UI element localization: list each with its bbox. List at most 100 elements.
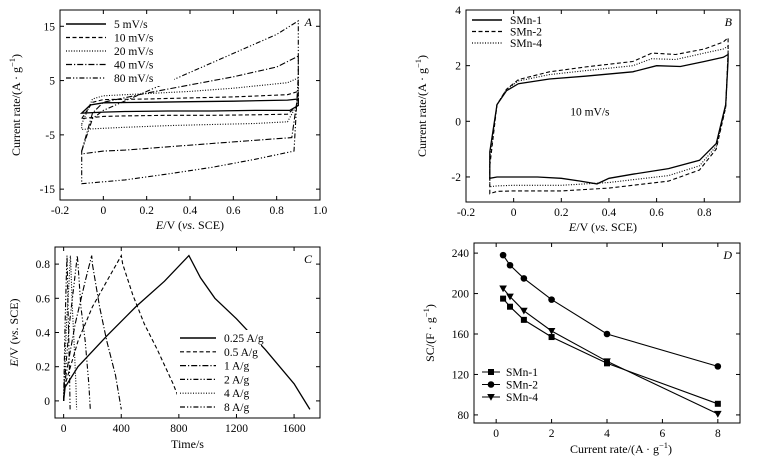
- x-tick-label: 4: [604, 428, 610, 440]
- x-tick-label: 0.6: [649, 207, 664, 219]
- axis-label-part: −1: [413, 59, 423, 68]
- legend-bg: [470, 14, 562, 56]
- series-line: [489, 53, 729, 185]
- axis-label-part: −1: [7, 58, 17, 67]
- y-axis-label: SC/(F · g−1): [421, 304, 437, 362]
- axis-label-part: /V (: [7, 340, 21, 359]
- x-tick-label: 0.4: [183, 205, 198, 217]
- x-axis-label: Current rate/(A · g−1): [570, 440, 672, 456]
- axis-label-part: −1: [659, 440, 668, 450]
- panel-C: 0 400 800 1200 1600 0.8 0.6 0.4 0.2 0 C Time/s E/V (…: [7, 246, 321, 451]
- x-tick-label: 0: [61, 423, 67, 435]
- x-tick-label: 8: [715, 428, 721, 440]
- axis-label-part: ): [9, 54, 23, 58]
- legend-label: 10 mV/s: [114, 33, 154, 45]
- axis-label-part: Current rate/(A · g: [570, 442, 659, 456]
- data-point-triangle: [487, 394, 495, 401]
- legend-label: 5 mV/s: [114, 19, 148, 31]
- legend-label: 80 mV/s: [114, 73, 154, 85]
- axis-label-part: . SCE): [605, 220, 637, 234]
- x-tick-label: 6: [660, 428, 666, 440]
- data-point-triangle: [499, 285, 507, 293]
- legend-bg: [177, 330, 261, 414]
- axis-label-part: ): [668, 442, 672, 456]
- series-line: [81, 19, 299, 185]
- x-tick-label: 0.2: [139, 205, 154, 217]
- legend-label: 0.5 A/g: [224, 347, 258, 359]
- data-point-square: [520, 316, 527, 323]
- axis-label-part: Current rate/(A · g: [9, 67, 23, 156]
- x-tick-label: 1600: [283, 423, 306, 435]
- y-tick-label: 160: [452, 329, 470, 341]
- data-point-triangle: [506, 293, 514, 301]
- legend-label: 1 A/g: [224, 361, 249, 373]
- series-line: [502, 254, 718, 367]
- y-tick-label: 15: [44, 21, 56, 33]
- axis-label-part: vs: [182, 218, 192, 232]
- x-axis-label: E/V (vs. SCE): [155, 218, 224, 232]
- axis-label-part: ): [415, 55, 429, 59]
- y-tick-label: 5: [49, 76, 55, 88]
- x-tick-label: -0.2: [51, 205, 69, 217]
- y-tick-label: 0.2: [36, 362, 51, 374]
- x-tick-label: 0.8: [269, 205, 284, 217]
- axis-label-part: E: [155, 218, 164, 232]
- data-point-square: [500, 295, 507, 302]
- legend-label: SMn-2: [506, 380, 538, 392]
- series-line: [80, 90, 299, 120]
- y-tick-label: 4: [455, 5, 461, 17]
- series-line: [63, 255, 71, 410]
- x-tick-label: 0.6: [226, 205, 241, 217]
- data-point-circle: [520, 275, 528, 282]
- y-tick-label: 2: [455, 61, 461, 73]
- panel-A: -0.2 0 0.2 0.4 0.6 0.8 1.0 15 5 -5 -15 A E/V (vs. SC…: [7, 9, 328, 232]
- y-tick-label: 120: [452, 369, 470, 381]
- y-tick-label: -2: [451, 172, 461, 184]
- axis-label-part: /V (: [576, 220, 595, 234]
- legend-label: SMn-2: [510, 27, 542, 39]
- series-line: [79, 98, 299, 114]
- x-tick-label: 0: [100, 205, 106, 217]
- series-line: [63, 253, 184, 410]
- axis-label-part: E: [7, 359, 21, 368]
- y-tick-label: 80: [458, 410, 470, 422]
- panel-letter: D: [722, 248, 732, 262]
- x-tick-label: 2: [549, 428, 555, 440]
- panel-letter: C: [304, 252, 313, 266]
- panel-B: -0.2 0 0.2 0.4 0.6 0.8 4 2 0 -2 B E/V (vs. SCE) Curr…: [413, 5, 741, 234]
- axis-label-part: /V (: [163, 218, 182, 232]
- data-point-triangle: [547, 327, 556, 335]
- annotation-text: 10 mV/s: [570, 107, 610, 119]
- legend-label: 40 mV/s: [114, 60, 154, 72]
- series-line: [81, 55, 299, 155]
- data-point-triangle: [520, 307, 528, 315]
- legend-label: 2 A/g: [224, 374, 249, 386]
- x-tick-label: 0.4: [602, 207, 617, 219]
- y-tick-label: -15: [40, 184, 56, 196]
- data-point-square: [488, 369, 494, 375]
- y-tick-label: 240: [452, 248, 470, 260]
- series-line: [63, 255, 122, 410]
- axis-label-part: vs: [7, 330, 21, 340]
- x-tick-label: 1.0: [313, 205, 328, 217]
- x-tick-label: -0.2: [457, 207, 475, 219]
- x-tick-label: 0: [493, 428, 499, 440]
- axis-label-part: vs: [595, 220, 605, 234]
- legend-label: SMn-1: [506, 367, 538, 379]
- legend-label: 8 A/g: [224, 402, 249, 414]
- data-point-triangle: [603, 358, 611, 366]
- data-point-square: [714, 400, 721, 407]
- y-tick-label: 200: [452, 289, 470, 301]
- y-tick-label: -5: [45, 130, 55, 142]
- series-line: [62, 254, 311, 410]
- data-point-circle: [714, 363, 722, 370]
- legend-label: 0.25 A/g: [224, 333, 264, 345]
- panel-D: 0 2 4 6 8 240 200 160 120 80 D Current rate/(A · g−…: [421, 242, 741, 456]
- y-axis-label: E/V (vs. SCE): [7, 298, 21, 367]
- data-point-circle: [603, 330, 611, 338]
- plot-frame: [465, 9, 741, 203]
- y-tick-label: 0.6: [36, 293, 51, 305]
- data-point-square: [507, 303, 514, 310]
- data-point-circle: [548, 296, 555, 303]
- axis-label-part: E: [568, 220, 577, 234]
